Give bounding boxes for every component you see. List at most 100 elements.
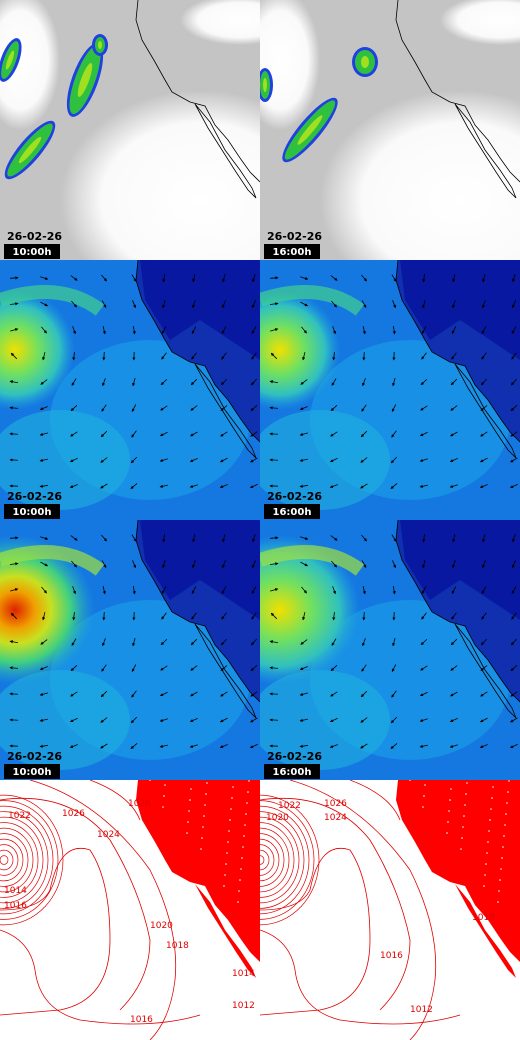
wind-arrow	[162, 300, 166, 309]
wind-arrow	[479, 484, 488, 488]
wind-arrow	[220, 665, 228, 671]
wind-arrow	[479, 717, 488, 723]
land-speck	[223, 885, 225, 887]
wind-arrow	[132, 300, 136, 309]
isobar	[0, 855, 9, 865]
wind-arrow	[421, 586, 427, 595]
wind-arrow	[72, 611, 76, 621]
wind-arrow	[452, 534, 456, 543]
land-speck	[486, 852, 488, 854]
wind-arrow	[422, 300, 426, 309]
land-speck	[243, 835, 245, 837]
wind-arrow	[190, 378, 198, 386]
wind-arrow	[100, 457, 108, 463]
wind-arrow	[101, 560, 107, 568]
wind-arrow	[250, 378, 257, 386]
wind-arrow	[330, 535, 338, 541]
wind-arrow	[221, 352, 227, 360]
wind-arrow	[391, 274, 397, 282]
wind-arrow	[130, 483, 138, 489]
wind-arrow	[191, 612, 197, 620]
isobar	[260, 833, 285, 887]
wind-arrow	[250, 431, 258, 437]
wind-arrow	[270, 612, 278, 620]
isobar	[260, 794, 320, 926]
wind-arrow	[299, 458, 308, 462]
wind-arrow	[160, 405, 168, 411]
wind-arrow	[219, 744, 228, 748]
isobar	[0, 849, 14, 871]
land-speck	[188, 810, 190, 812]
land-speck	[224, 874, 226, 876]
wind-arrow	[300, 536, 309, 540]
isobar-label: 1024	[97, 830, 120, 840]
peninsula	[194, 623, 257, 719]
land-speck	[502, 846, 504, 848]
wind-arrow	[191, 352, 197, 360]
isobar	[0, 833, 29, 887]
wind-arrow	[362, 326, 366, 335]
wind-arrow	[160, 638, 168, 646]
isobar-label: 1022	[8, 811, 31, 821]
land-speck	[462, 826, 464, 828]
wind-arrow	[131, 274, 137, 282]
wind-arrow	[450, 665, 458, 671]
land-speck	[242, 846, 244, 848]
wind-arrow	[419, 484, 428, 488]
wind-arrow	[452, 274, 456, 283]
land-speck	[203, 815, 205, 817]
wind-arrow	[162, 533, 166, 543]
rain-core	[297, 115, 323, 145]
land-speck	[228, 830, 230, 832]
wind-arrow	[329, 717, 338, 723]
wind-zone	[260, 670, 390, 770]
wind-arrow	[299, 406, 308, 410]
wind-arrow	[162, 560, 166, 569]
cyclone	[0, 535, 95, 685]
wind-arrow	[71, 638, 77, 646]
land-speck	[202, 826, 204, 828]
land-speck	[488, 830, 490, 832]
wind-arrow	[392, 325, 396, 335]
isobar	[260, 816, 300, 904]
wind-arrow	[251, 352, 257, 360]
land-speck	[409, 780, 411, 781]
wind-arrow	[101, 300, 107, 308]
wind-arrow	[9, 406, 19, 410]
wind-arrow	[299, 666, 308, 670]
wind-arrow	[300, 276, 309, 280]
land-speck	[247, 791, 249, 793]
wind-arrow	[482, 274, 486, 283]
coastline	[135, 520, 260, 703]
isobar	[260, 811, 305, 909]
land-speck	[206, 782, 208, 784]
land-speck	[189, 799, 191, 801]
land-speck	[423, 795, 425, 797]
wind-arrow	[480, 665, 488, 671]
wind-arrow	[391, 430, 397, 438]
clear-sky	[440, 0, 520, 45]
land-speck	[501, 857, 503, 859]
wind-arrow	[450, 691, 458, 697]
wind-arrow	[422, 273, 426, 283]
land-speck	[162, 806, 164, 808]
land-speck	[149, 780, 151, 781]
wind-arrow	[451, 352, 457, 360]
wind-arrow	[300, 301, 309, 307]
wind-arrow	[421, 612, 427, 620]
wind-arrow	[449, 744, 458, 748]
wind-arrow	[9, 302, 19, 306]
land-speck	[505, 813, 507, 815]
wind-arrow	[330, 404, 338, 412]
land-speck	[231, 797, 233, 799]
wind-arrow	[69, 457, 78, 463]
peninsula	[454, 103, 517, 199]
wind-arrow	[192, 300, 196, 309]
wind-arrow	[419, 691, 428, 697]
wind-arrow	[102, 378, 106, 387]
wind-arrow	[39, 406, 48, 410]
isobar-label: 1018	[472, 913, 495, 923]
wind-arrow	[249, 743, 258, 749]
wind-arrow	[191, 326, 197, 335]
wind-arrow	[9, 380, 19, 384]
